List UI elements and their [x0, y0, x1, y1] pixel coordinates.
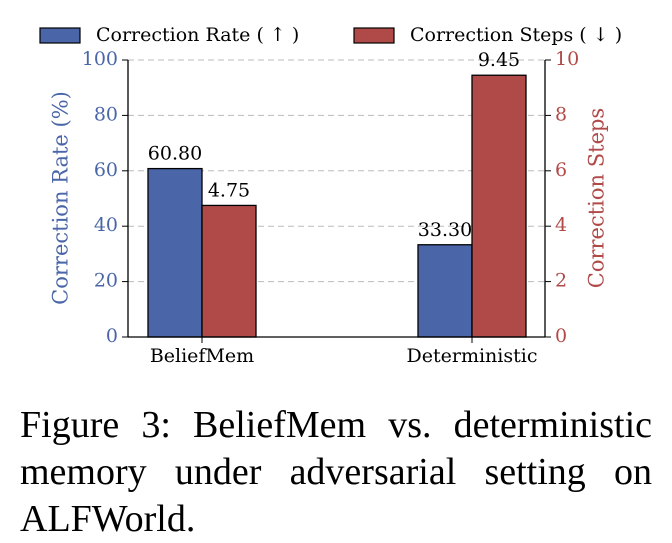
y-tick-label: 20	[94, 270, 118, 292]
x-tick-label: Deterministic	[407, 345, 538, 367]
chart: BeliefMem Deterministic 60.80 33.30 4.75 9.45…	[39, 24, 622, 367]
bar	[201, 204, 257, 338]
legend-label: Correction Steps ( ↓ )	[410, 24, 622, 46]
legend-swatch	[39, 27, 81, 44]
bar	[417, 244, 473, 338]
y-tick-label: 40	[94, 214, 118, 236]
y-tick-label: 100	[82, 48, 118, 70]
y2-tick-label: 10	[555, 48, 579, 70]
legend-swatch	[353, 27, 395, 44]
value-label: 60.80	[148, 143, 202, 165]
y2-axis-label: Correction Steps	[585, 108, 609, 288]
y-tick-label: 80	[94, 103, 118, 125]
value-label: 9.45	[478, 49, 520, 71]
y-tick-label: 60	[94, 159, 118, 181]
bar	[471, 74, 527, 338]
x-tick-label: BeliefMem	[150, 345, 254, 367]
legend-label: Correction Rate ( ↑ )	[96, 24, 299, 46]
y2-tick-label: 0	[555, 325, 567, 347]
value-label: 33.30	[418, 219, 472, 241]
y2-tick-label: 2	[555, 270, 567, 292]
y-axis-label: Correction Rate (%)	[49, 91, 73, 305]
caption: Figure 3: BeliefMem vs. deterministic me…	[20, 404, 652, 540]
y2-tick-label: 8	[555, 103, 567, 125]
bar	[147, 167, 203, 338]
y2-tick-label: 4	[555, 214, 567, 236]
y-tick-label: 0	[106, 325, 118, 347]
value-label: 4.75	[208, 179, 250, 201]
y2-tick-label: 6	[555, 159, 567, 181]
